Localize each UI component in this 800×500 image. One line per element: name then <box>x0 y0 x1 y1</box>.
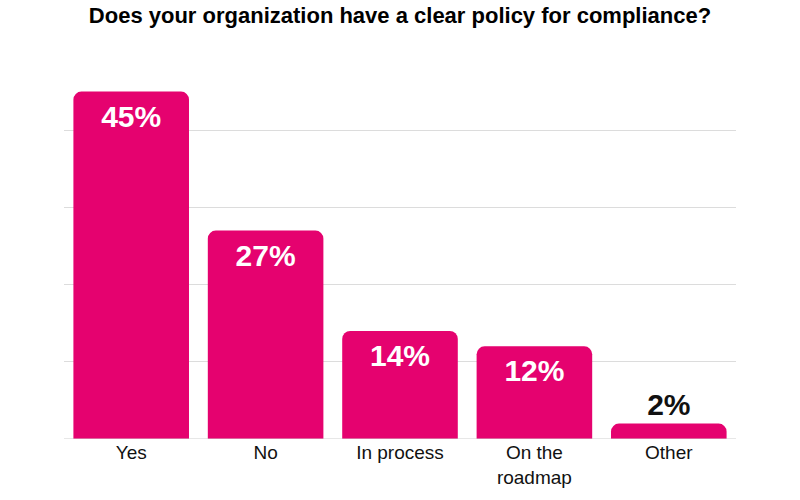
svg-text:On theroadmap: On theroadmap <box>497 442 572 488</box>
svg-text:12%: 12% <box>504 354 564 387</box>
svg-text:Other: Other <box>645 442 693 463</box>
svg-text:Does your organization have a: Does your organization have a clear poli… <box>89 3 711 28</box>
svg-text:No: No <box>253 442 277 463</box>
svg-text:45%: 45% <box>101 100 161 133</box>
svg-text:In process: In process <box>356 442 444 463</box>
svg-text:14%: 14% <box>370 339 430 372</box>
svg-text:27%: 27% <box>236 239 296 272</box>
svg-text:Yes: Yes <box>116 442 147 463</box>
svg-text:2%: 2% <box>647 388 690 421</box>
